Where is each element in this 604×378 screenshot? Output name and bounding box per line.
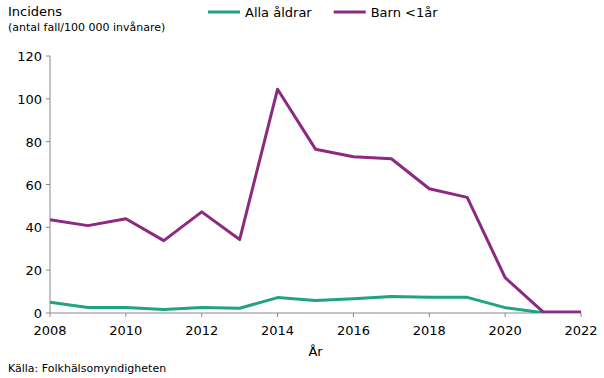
y-axis-line	[50, 56, 51, 313]
y-tick	[46, 270, 50, 271]
chart-svg: Incidens (antal fall/100 000 invånare) All…	[0, 0, 604, 378]
y-tick-label: 0	[34, 306, 42, 321]
x-tick	[201, 313, 202, 317]
y-tick-label: 100	[17, 92, 42, 107]
x-axis-title: År	[308, 344, 323, 359]
y-tick	[46, 141, 50, 142]
y-tick	[46, 98, 50, 99]
x-tick	[429, 313, 430, 317]
y-axis-unit: (antal fall/100 000 invånare)	[8, 21, 165, 34]
x-tick-label: 2018	[413, 323, 446, 338]
x-tick	[353, 313, 354, 317]
series-line	[50, 89, 581, 312]
x-tick-label: 2010	[109, 323, 142, 338]
y-tick-label: 20	[25, 263, 42, 278]
x-tick-label: 2016	[337, 323, 370, 338]
series-line	[50, 297, 581, 313]
y-tick-label: 60	[25, 178, 42, 193]
plot-area	[50, 89, 581, 313]
y-tick	[46, 56, 50, 57]
x-tick	[50, 313, 51, 317]
chart-container: Incidens (antal fall/100 000 invånare) All…	[0, 0, 604, 378]
x-tick	[505, 313, 506, 317]
y-axis-title: Incidens	[8, 4, 62, 19]
y-tick	[46, 227, 50, 228]
x-axis-line	[50, 313, 581, 314]
y-tick	[46, 184, 50, 185]
x-tick-label: 2022	[564, 323, 597, 338]
source-note: Källa: Folkhälsomyndigheten	[8, 362, 166, 375]
x-tick-label: 2014	[261, 323, 294, 338]
y-tick	[46, 313, 50, 314]
x-tick-label: 2008	[33, 323, 66, 338]
x-tick-label: 2012	[185, 323, 218, 338]
legend-label: Alla åldrar	[245, 5, 312, 20]
legend-label: Barn <1år	[371, 5, 439, 20]
x-tick	[581, 313, 582, 317]
legend-swatch	[208, 11, 240, 14]
x-tick	[277, 313, 278, 317]
x-tick-label: 2020	[489, 323, 522, 338]
legend-swatch	[334, 11, 366, 14]
y-tick-label: 120	[17, 49, 42, 64]
x-tick	[125, 313, 126, 317]
y-tick-label: 80	[25, 135, 42, 150]
y-tick-label: 40	[25, 220, 42, 235]
